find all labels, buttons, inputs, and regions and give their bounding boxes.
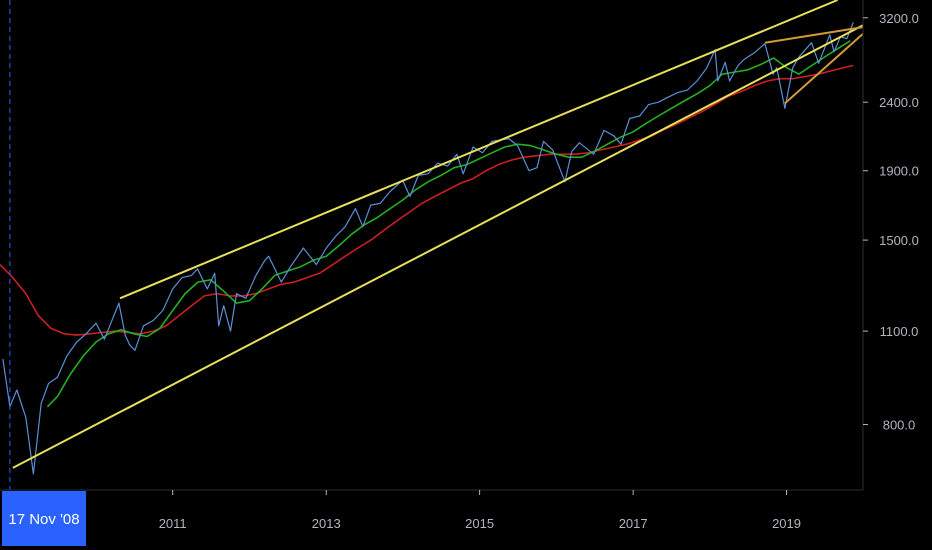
x-tick-label: 2015 [465,516,494,531]
slow-moving-average-line [0,64,854,336]
crosshair-label-text: 17 Nov '08 [8,511,79,528]
crosshair-date-label: 17 Nov '08 [2,491,86,546]
plot-area[interactable] [0,0,864,475]
x-tick-label: 2013 [312,516,341,531]
wedge-line-3[interactable] [784,33,864,105]
trend-line-0[interactable] [12,24,864,469]
y-tick-label: 1500.0 [879,233,919,248]
trend-line-1[interactable] [119,0,838,300]
y-tick-label: 1900.0 [879,164,919,179]
crosshair-label-box [2,491,86,546]
y-tick-label: 3200.0 [879,11,919,26]
y-tick-label: 800.0 [883,418,916,433]
time-axis[interactable]: 2011 2013 2015 2017 2019 [159,490,801,531]
x-tick-label: 2019 [772,516,801,531]
wedge-line-2[interactable] [764,26,864,44]
price-line [2,22,854,475]
price-axis[interactable]: 3200.0 2400.0 1900.0 1500.0 1100.0 800.0 [863,11,919,433]
fast-moving-average-line [46,40,851,408]
x-tick-label: 2017 [619,516,648,531]
y-tick-label: 1100.0 [880,324,919,339]
x-tick-label: 2011 [159,516,187,531]
y-tick-label: 2400.0 [879,95,919,110]
